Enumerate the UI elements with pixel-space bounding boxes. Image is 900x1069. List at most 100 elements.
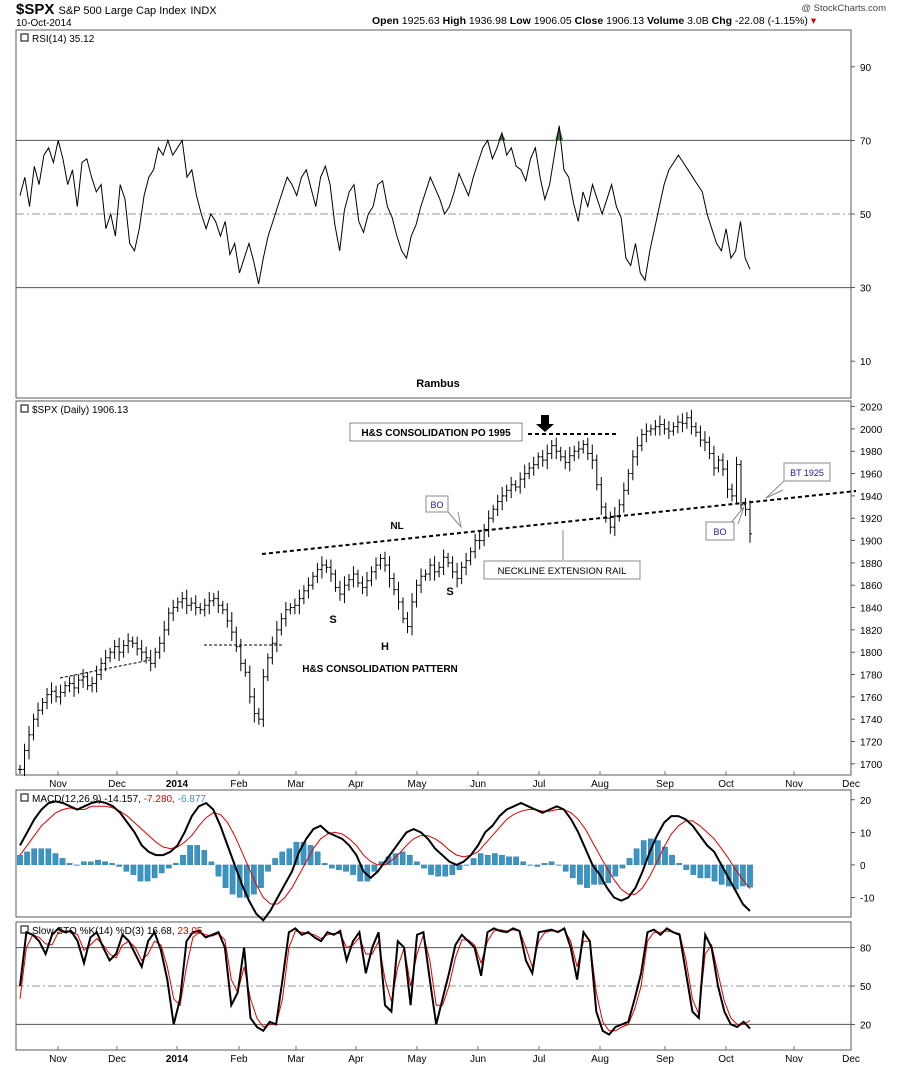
macd-histogram-bar xyxy=(619,864,626,869)
macd-panel: 20 10 0 -10 MACD(12,26,9) -14.157, -7.280, -… xyxy=(15,789,875,922)
x-tick-label: Oct xyxy=(718,1054,734,1065)
y-tick-label: 10 xyxy=(860,828,872,839)
panel-title-part: -7.280, xyxy=(144,794,178,805)
macd-histogram-bar xyxy=(336,864,342,870)
x-tick-label: Feb xyxy=(230,1054,248,1065)
macd-histogram-bar xyxy=(144,864,151,882)
macd-histogram-bar xyxy=(442,864,449,877)
macd-histogram-bar xyxy=(137,864,144,882)
macd-histogram-bar xyxy=(591,864,597,885)
symbol-title: $SPX S&P 500 Large Cap Index INDX xyxy=(16,1,217,18)
macd-histogram-bar xyxy=(704,864,711,879)
open-value: 1925.63 xyxy=(401,15,440,27)
y-tick-label: 1700 xyxy=(860,760,883,771)
y-tick-label: 1840 xyxy=(860,604,883,615)
macd-histogram-bar xyxy=(477,853,484,866)
macd-histogram-bar xyxy=(548,861,555,866)
panel-icon xyxy=(20,925,29,934)
y-tick-label: 1860 xyxy=(860,581,883,592)
bo-callout-pointer xyxy=(447,511,462,529)
macd-histogram-bar xyxy=(570,864,576,879)
symbol: $SPX xyxy=(16,1,55,18)
macd-histogram-bar xyxy=(456,864,463,870)
y-tick-label: 1800 xyxy=(860,648,883,659)
sto-k-line xyxy=(19,926,751,1036)
po-label: H&S CONSOLIDATION PO 1995 xyxy=(361,428,511,439)
macd-histogram-bar xyxy=(747,864,753,888)
panel-icon xyxy=(20,33,29,42)
macd-histogram-bar xyxy=(59,858,66,866)
macd-histogram-bar xyxy=(187,845,193,866)
macd-histogram-bar xyxy=(329,864,335,869)
macd-histogram-bar xyxy=(102,861,108,866)
x-tick-label: Dec xyxy=(108,1054,126,1065)
macd-histogram-bar xyxy=(258,864,264,888)
stockcharts-credit: @ StockCharts.com xyxy=(801,3,886,14)
high-label: High xyxy=(442,15,466,27)
down-arrow-icon xyxy=(536,415,554,432)
y-tick-label: 50 xyxy=(860,982,872,993)
macd-histogram-bar xyxy=(194,845,200,866)
y-tick-label: 20 xyxy=(860,1020,872,1031)
macd-histogram-bar xyxy=(499,854,505,866)
macd-histogram-bar xyxy=(676,863,682,866)
macd-histogram-bar xyxy=(626,858,633,866)
macd-histogram-bar xyxy=(66,863,73,866)
macd-histogram-bar xyxy=(307,845,314,866)
macd-histogram-bar xyxy=(584,864,590,888)
sto-panel: 80 50 20 Slow STO %K(14) %D(3) 16.68, 23.05… xyxy=(15,921,872,1065)
rsi-panel: 90 70 50 30 10 RSI(14) 35.12 Rambus xyxy=(15,29,872,399)
x-tick-label: Oct xyxy=(718,779,734,790)
macd-histogram-bar xyxy=(534,864,541,867)
macd-histogram-bar xyxy=(343,864,349,872)
macd-histogram-bar xyxy=(80,861,87,866)
close-value: 1906.13 xyxy=(606,15,645,27)
macd-histogram-bar xyxy=(116,864,123,867)
macd-histogram-bar xyxy=(527,864,534,866)
x-tick-label: Feb xyxy=(230,779,248,790)
macd-histogram-bar xyxy=(265,864,271,872)
nl-label: NL xyxy=(390,521,403,532)
bo-label-1: BO xyxy=(430,500,443,510)
macd-histogram-bar xyxy=(655,840,661,866)
y-tick-label: 1960 xyxy=(860,470,883,481)
x-tick-label: Sep xyxy=(656,779,674,790)
macd-histogram-bar xyxy=(428,864,434,875)
x-tick-label: Jul xyxy=(533,779,546,790)
macd-histogram-bar xyxy=(406,854,413,866)
rsi-line xyxy=(19,125,751,285)
y-tick-label: 50 xyxy=(860,210,872,221)
panel-title: Slow STO %K(14) %D(3) 16.68, 23.05 xyxy=(32,926,203,937)
bo-label-1-box xyxy=(425,495,449,513)
chg-label: Chg xyxy=(711,15,733,27)
macd-histogram-bar xyxy=(470,858,477,866)
macd-histogram-bar xyxy=(399,851,406,866)
macd-histogram-bar xyxy=(633,848,640,866)
macd-histogram-bar xyxy=(484,854,491,866)
quote-line: Open 1925.63 High 1936.98 Low 1906.05 Cl… xyxy=(372,15,816,27)
macd-histogram-bar xyxy=(17,854,23,866)
y-tick-label: 1740 xyxy=(860,715,883,726)
macd-histogram-bar xyxy=(24,851,30,866)
open-label: Open xyxy=(372,15,399,27)
rambus-label: Rambus xyxy=(416,378,459,390)
macd-histogram-bar xyxy=(640,840,647,866)
macd-histogram-bar xyxy=(662,846,668,866)
y-tick-label: 90 xyxy=(860,63,872,74)
macd-histogram-bar xyxy=(350,864,356,875)
x-tick-label: Mar xyxy=(287,1054,305,1065)
down-arrow-icon: ▾ xyxy=(810,15,817,27)
left-shoulder-label: S xyxy=(329,614,336,626)
y-tick-label: 0 xyxy=(860,861,866,872)
macd-histogram-bar xyxy=(229,864,236,895)
macd-histogram-bar xyxy=(520,861,527,866)
macd-histogram-bar xyxy=(314,851,321,866)
y-tick-label: 1980 xyxy=(860,447,883,458)
macd-histogram-bar xyxy=(690,864,697,875)
macd-histogram-bar xyxy=(151,864,158,879)
macd-histogram-bar xyxy=(555,864,562,866)
y-tick-label: 80 xyxy=(860,944,872,955)
x-tick-label: Nov xyxy=(785,1054,803,1065)
macd-histogram-bar xyxy=(109,863,115,866)
